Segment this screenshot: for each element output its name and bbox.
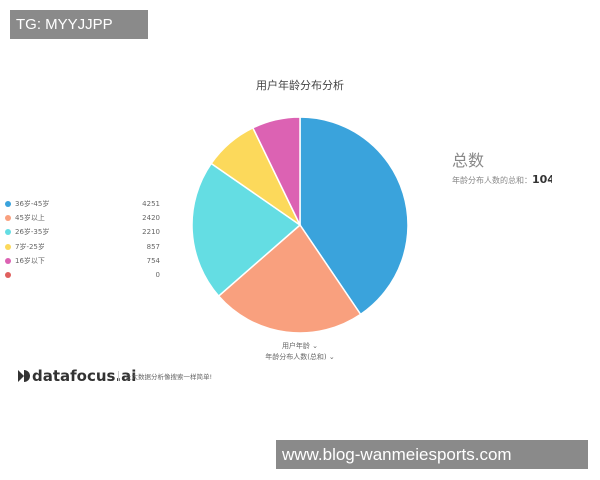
legend-value: 2420 [142,214,160,223]
legend-label: 36岁-45岁 [15,200,50,209]
chevron-down-icon: ⌄ [312,342,319,350]
legend-value: 4251 [142,200,160,209]
legend-value: 2210 [142,228,160,237]
legend-item[interactable]: 26岁-35岁 2210 [5,225,160,239]
legend-value: 754 [146,256,160,265]
slogan: 让大数据分析像搜索一样简单! [118,371,212,381]
legend: 36岁-45岁 4251 45岁以上 2420 26岁-35岁 2210 7岁-25岁 857… [5,197,160,282]
legend-swatch [5,243,11,250]
legend-swatch [5,257,11,264]
legend-swatch [5,229,11,236]
total-label: 年龄分布人数的总和：10492 [452,173,552,186]
legend-swatch [5,272,11,279]
dimension-selector[interactable]: 用户年龄 ⌄ [0,341,600,351]
datafocus-logo: datafocus.ai [16,367,136,385]
legend-label: 45岁以上 [15,214,45,223]
legend-value: 857 [146,242,160,251]
measure-selector[interactable]: 年龄分布人数(总和) ⌄ [0,352,600,362]
watermark-top: TG: MYYJJPP [10,10,148,39]
watermark-bottom: www.blog-wanmeiesports.com [276,440,588,469]
legend-item[interactable]: 45岁以上 2420 [5,211,160,225]
legend-label: 26岁-35岁 [15,228,50,237]
total-label-text: 年龄分布人数的总和： [452,176,532,185]
legend-swatch [5,215,11,222]
legend-label: 7岁-25岁 [15,242,45,251]
total-title: 总数 [452,151,485,170]
logo-text: datafocus.ai [32,367,137,385]
chart-title: 用户年龄分布分析 [256,79,344,92]
pie-slice[interactable] [217,223,362,334]
legend-item[interactable]: 36岁-45岁 4251 [5,197,160,211]
legend-item[interactable]: 0 [5,268,160,282]
legend-label: 16岁以下 [15,256,45,265]
chevron-down-icon: ⌄ [328,353,335,361]
logo-icon [18,370,30,382]
dimension-label: 用户年龄 [281,342,310,350]
legend-item[interactable]: 7岁-25岁 857 [5,240,160,254]
pie-slice[interactable] [299,116,409,316]
legend-value: 0 [155,271,160,280]
legend-item[interactable]: 16岁以下 754 [5,254,160,268]
measure-label: 年龄分布人数(总和) [265,353,327,361]
total-value: 10492 [532,173,552,186]
pie-slice[interactable] [251,116,301,226]
legend-swatch [5,201,11,208]
pie-slice[interactable] [191,162,302,298]
